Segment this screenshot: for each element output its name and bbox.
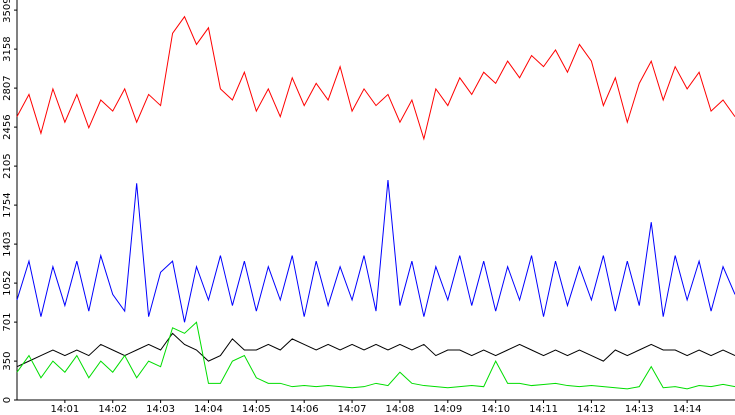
y-tick-label: 1052 xyxy=(2,270,13,295)
series-line xyxy=(16,332,735,368)
y-tick-label: 0 xyxy=(2,397,13,403)
x-tick-label: 14:14 xyxy=(673,404,702,415)
series-line xyxy=(16,15,735,141)
y-tick-label: 1403 xyxy=(2,231,13,256)
y-tick-label: 2105 xyxy=(2,153,13,178)
x-tick-label: 14:08 xyxy=(386,404,415,415)
y-tick-label: 350 xyxy=(2,352,13,371)
x-tick-label: 14:01 xyxy=(50,404,79,415)
series-line xyxy=(16,321,735,390)
x-tick-label: 14:13 xyxy=(625,404,654,415)
x-tick-label: 14:03 xyxy=(146,404,175,415)
x-tick-label: 14:07 xyxy=(338,404,367,415)
x-tick-label: 14:12 xyxy=(577,404,606,415)
x-tick-label: 14:10 xyxy=(481,404,510,415)
y-tick-label: 1754 xyxy=(2,192,13,217)
x-tick-label: 14:02 xyxy=(98,404,127,415)
x-tick-label: 14:11 xyxy=(529,404,558,415)
x-tick-label: 14:04 xyxy=(194,404,223,415)
x-tick-label: 14:05 xyxy=(242,404,271,415)
y-tick-label: 3158 xyxy=(2,36,13,61)
y-tick-label: 2456 xyxy=(2,114,13,139)
y-tick-label: 701 xyxy=(2,313,13,332)
x-tick-label: 14:09 xyxy=(433,404,462,415)
y-tick-label: 3509 xyxy=(2,0,13,23)
x-tick-label: 14:06 xyxy=(290,404,319,415)
series-line xyxy=(16,179,735,323)
y-tick-label: 2807 xyxy=(2,75,13,100)
